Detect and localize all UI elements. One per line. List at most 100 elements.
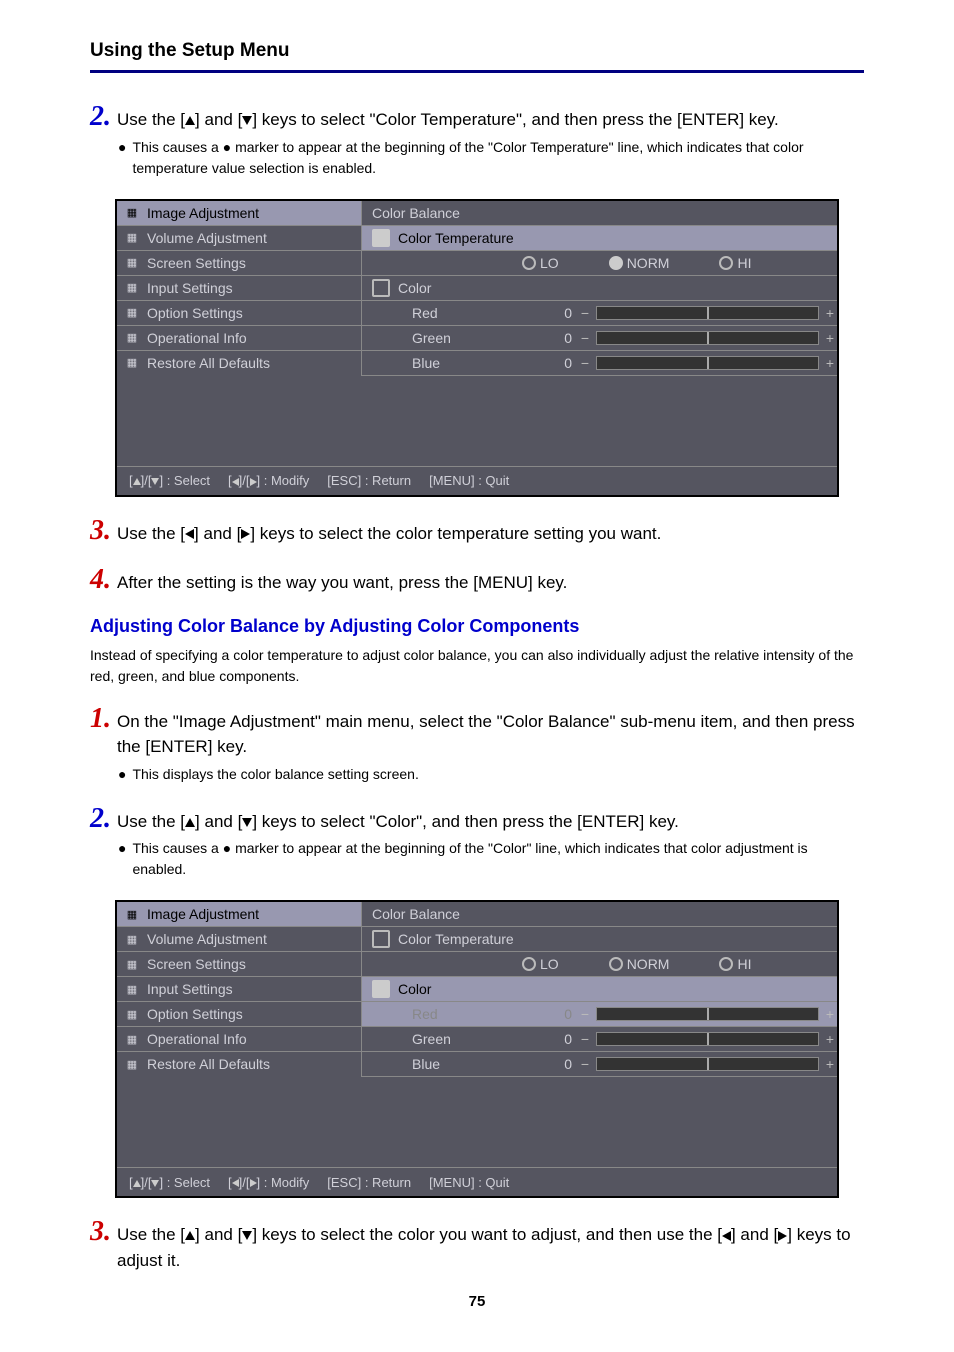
menu-item-label: Volume Adjustment [147, 230, 355, 246]
slider[interactable]: −+ [578, 1056, 837, 1072]
menu-item-label: Screen Settings [147, 255, 355, 271]
menu-item-icon: ▦ [123, 981, 141, 997]
osd-menu-item[interactable]: ▦Restore All Defaults [117, 351, 361, 375]
radio-icon [719, 256, 733, 270]
plus-icon: + [823, 355, 837, 371]
radio-icon [719, 957, 733, 971]
step-number: 2. [90, 103, 111, 131]
marker-icon [372, 980, 390, 998]
footer-modify: []/[] : Modify [228, 1175, 309, 1190]
bullet-dot-icon: ● [118, 838, 126, 859]
osd-menu-item[interactable]: ▦Option Settings [117, 1002, 361, 1027]
sub-item-label: Color Temperature [398, 230, 514, 246]
radio-option[interactable]: NORM [609, 255, 670, 271]
osd-menu-item[interactable]: ▦Screen Settings [117, 952, 361, 977]
radio-label: NORM [627, 255, 670, 271]
step-2b: 2. Use the [] and [] keys to select "Col… [90, 805, 864, 881]
bullet-dot-icon: ● [118, 764, 126, 785]
osd-menu-item[interactable]: ▦Operational Info [117, 1027, 361, 1052]
subheading: Adjusting Color Balance by Adjusting Col… [90, 616, 864, 637]
menu-item-label: Image Adjustment [147, 906, 355, 922]
radio-option[interactable]: NORM [609, 956, 670, 972]
down-arrow-icon [242, 818, 252, 827]
menu-item-icon: ▦ [123, 906, 141, 922]
step-3: 3. Use the [] and [] keys to select the … [90, 517, 864, 547]
osd-menu-item[interactable]: ▦Screen Settings [117, 251, 361, 276]
radio-option[interactable]: HI [719, 255, 751, 271]
plus-icon: + [823, 305, 837, 321]
slider[interactable]: −+ [578, 305, 837, 321]
bullet: ● This causes a ● marker to appear at th… [118, 137, 864, 179]
color-label: Red [412, 305, 542, 321]
color-label: Green [412, 1031, 542, 1047]
step-text: Use the [] and [] keys to select the col… [117, 1218, 864, 1273]
radio-label: LO [540, 255, 559, 271]
osd-menu-2: ▦Image Adjustment▦Volume Adjustment▦Scre… [115, 900, 839, 1198]
right-arrow-icon [241, 529, 250, 539]
menu-item-label: Operational Info [147, 330, 355, 346]
left-arrow-icon [722, 1231, 731, 1241]
slider[interactable]: −+ [578, 330, 837, 346]
osd-menu-item[interactable]: ▦Restore All Defaults [117, 1052, 361, 1076]
minus-icon: − [578, 355, 592, 371]
color-value: 0 [542, 355, 572, 371]
osd-menu-item[interactable]: ▦ Volume Adjustment [117, 226, 361, 251]
menu-item-label: Input Settings [147, 280, 355, 296]
osd-menu-item[interactable]: ▦Image Adjustment [117, 201, 361, 226]
osd-radio-row: LO NORM HI [362, 251, 837, 276]
menu-item-icon: ▦ [123, 956, 141, 972]
slider[interactable]: −+ [578, 1031, 837, 1047]
osd-sub-item[interactable]: Color [362, 276, 837, 301]
osd-menu-item[interactable]: ▦ Option Settings [117, 301, 361, 326]
page-number: 75 [90, 1293, 864, 1310]
osd-sub-item[interactable]: Color Temperature [362, 927, 837, 952]
osd-menu-item[interactable]: ▦Input Settings [117, 977, 361, 1002]
step-number: 2. [90, 805, 111, 833]
osd-color-row[interactable]: Red0 −+ [362, 301, 837, 326]
osd-color-row[interactable]: Green0−+ [362, 326, 837, 351]
plus-icon: + [823, 330, 837, 346]
sub-item-label: Color [398, 981, 431, 997]
color-value: 0 [542, 305, 572, 321]
step-text: Use the [] and [] keys to select "Color … [117, 103, 864, 133]
step-text: Use the [] and [] keys to select "Color"… [117, 805, 864, 835]
color-label: Blue [412, 1056, 542, 1072]
osd-color-row[interactable]: Green0−+ [362, 1027, 837, 1052]
marker-icon [372, 930, 390, 948]
radio-option[interactable]: HI [719, 956, 751, 972]
radio-label: HI [737, 255, 751, 271]
osd-menu-item[interactable]: ▦Volume Adjustment [117, 927, 361, 952]
plus-icon: + [823, 1056, 837, 1072]
menu-item-label: Option Settings [147, 305, 355, 321]
slider[interactable]: −+ [578, 355, 837, 371]
radio-option[interactable]: LO [522, 255, 559, 271]
marker-icon [372, 229, 390, 247]
color-label: Blue [412, 355, 542, 371]
osd-menu-item[interactable]: ▦ Image Adjustment [117, 902, 361, 927]
osd-color-row[interactable]: Blue0−+ [362, 351, 837, 376]
radio-option[interactable]: LO [522, 956, 559, 972]
osd-menu-item[interactable]: ▦Operational Info [117, 326, 361, 351]
slider[interactable]: −+ [578, 1006, 837, 1022]
minus-icon: − [578, 1031, 592, 1047]
osd-sub-item[interactable]: Color [362, 977, 837, 1002]
footer-modify: []/[] : Modify [228, 473, 309, 488]
osd-color-row[interactable]: Blue0−+ [362, 1052, 837, 1077]
osd-menu-item[interactable]: ▦ Input Settings [117, 276, 361, 301]
menu-item-label: Option Settings [147, 1006, 355, 1022]
page-header: Using the Setup Menu [90, 40, 864, 73]
header-title: Using the Setup Menu [90, 40, 290, 61]
osd-sub-item[interactable]: Color Temperature [362, 226, 837, 251]
step-1b: 1. On the "Image Adjustment" main menu, … [90, 705, 864, 785]
radio-icon [609, 256, 623, 270]
osd-color-row[interactable]: Red0−+ [362, 1002, 837, 1027]
menu-item-icon: ▦ [123, 280, 141, 296]
down-arrow-icon [242, 1231, 252, 1240]
footer-quit: [MENU] : Quit [429, 473, 509, 488]
menu-item-icon: ▦ [123, 230, 141, 246]
step-number: 3. [90, 1218, 111, 1246]
menu-item-icon: ▦ [123, 305, 141, 321]
menu-item-label: Volume Adjustment [147, 931, 355, 947]
sub-item-label: Color Temperature [398, 931, 514, 947]
footer-select: []/[] : Select [129, 473, 210, 488]
